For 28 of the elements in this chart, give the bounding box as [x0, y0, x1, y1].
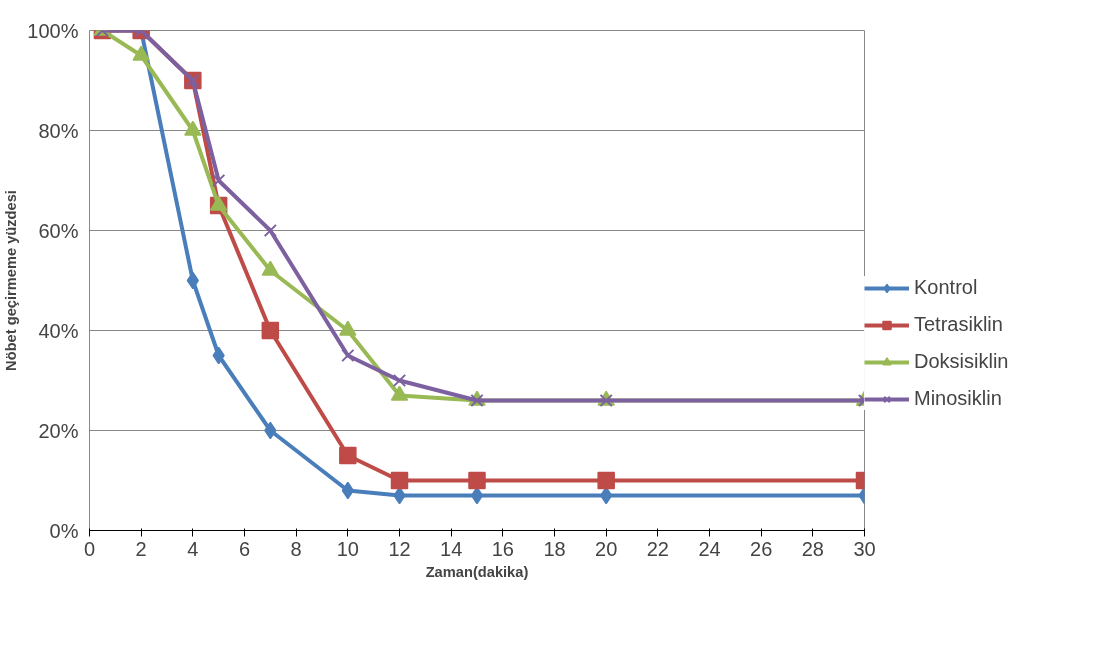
legend-label: Minosiklin [914, 387, 1002, 410]
y-tick-label: 0% [49, 519, 79, 542]
x-tick-label: 18 [543, 537, 566, 560]
x-tick-label: 12 [388, 537, 411, 560]
x-tick-label: 24 [698, 537, 721, 560]
x-tick-label: 8 [290, 537, 302, 560]
x-tick-label: 26 [750, 537, 773, 560]
y-tick-label: 60% [38, 219, 79, 242]
legend-label: Kontrol [914, 276, 978, 299]
x-tick-label: 22 [646, 537, 669, 560]
legend-label: Tetrasiklin [914, 313, 1003, 336]
y-tick-label: 80% [38, 119, 79, 142]
x-tick-label: 28 [801, 537, 824, 560]
x-tick-label: 16 [491, 537, 514, 560]
y-axis-title: Nöbet geçirmeme yüzdesi [3, 190, 20, 371]
y-tick-label: 20% [38, 419, 79, 442]
legend-label: Doksisiklin [914, 350, 1009, 373]
x-tick-label: 10 [336, 537, 359, 560]
x-tick-label: 6 [238, 537, 251, 560]
y-tick-label: 40% [38, 319, 79, 342]
x-tick-label: 0 [83, 537, 96, 560]
x-tick-label: 2 [135, 537, 147, 560]
x-tick-label: 4 [187, 537, 199, 560]
x-axis-title: Zaman(dakika) [425, 563, 529, 580]
x-tick-label: 30 [853, 537, 876, 560]
x-tick-label: 14 [440, 537, 463, 560]
x-tick-label: 20 [595, 537, 618, 560]
y-tick-label: 100% [27, 19, 79, 42]
